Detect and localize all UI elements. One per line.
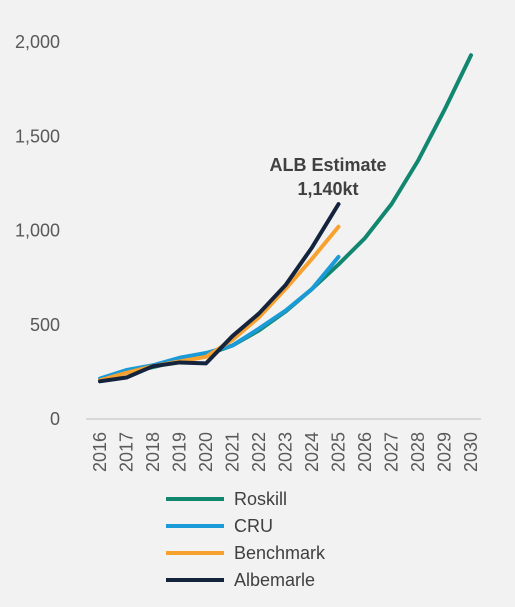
x-tick-label: 2022 (249, 432, 269, 472)
x-tick-label: 2025 (329, 432, 349, 472)
legend-label: Roskill (234, 489, 287, 509)
series-line-albemarle (98, 202, 341, 384)
y-tick-label: 1,500 (15, 126, 60, 146)
x-tick-label: 2018 (143, 432, 163, 472)
legend-item-albemarle: Albemarle (166, 570, 315, 590)
legend-label: Albemarle (234, 570, 315, 590)
x-tick-label: 2028 (408, 432, 428, 472)
x-tick-label: 2027 (382, 432, 402, 472)
annotation-line-2: 1,140kt (297, 179, 358, 199)
x-tick-label: 2021 (223, 432, 243, 472)
x-tick-label: 2023 (276, 432, 296, 472)
series-lines (98, 53, 473, 384)
x-tick-label: 2017 (117, 432, 137, 472)
x-tick-label: 2030 (461, 432, 481, 472)
y-tick-label: 0 (50, 409, 60, 429)
x-tick-label: 2029 (435, 432, 455, 472)
x-tick-label: 2016 (90, 432, 110, 472)
legend-item-benchmark: Benchmark (166, 543, 326, 563)
legend-item-roskill: Roskill (166, 489, 287, 509)
legend-label: Benchmark (234, 543, 326, 563)
x-tick-label: 2020 (196, 432, 216, 472)
x-axis-ticks: 2016 2017 2018 2019 2020 2021 2022 2023 2024 2025… (90, 432, 481, 472)
legend-label: CRU (234, 516, 273, 536)
y-tick-label: 500 (30, 315, 60, 335)
y-tick-label: 2,000 (15, 32, 60, 52)
alb-estimate-annotation: ALB Estimate 1,140kt (269, 155, 386, 199)
x-tick-label: 2019 (170, 432, 190, 472)
annotation-line-1: ALB Estimate (269, 155, 386, 175)
x-tick-label: 2024 (302, 432, 322, 472)
legend: Roskill CRU Benchmark Albemarle (166, 489, 326, 590)
legend-item-cru: CRU (166, 516, 273, 536)
x-tick-label: 2026 (355, 432, 375, 472)
y-axis-ticks: 0 500 1,000 1,500 2,000 (15, 32, 60, 429)
y-tick-label: 1,000 (15, 221, 60, 241)
